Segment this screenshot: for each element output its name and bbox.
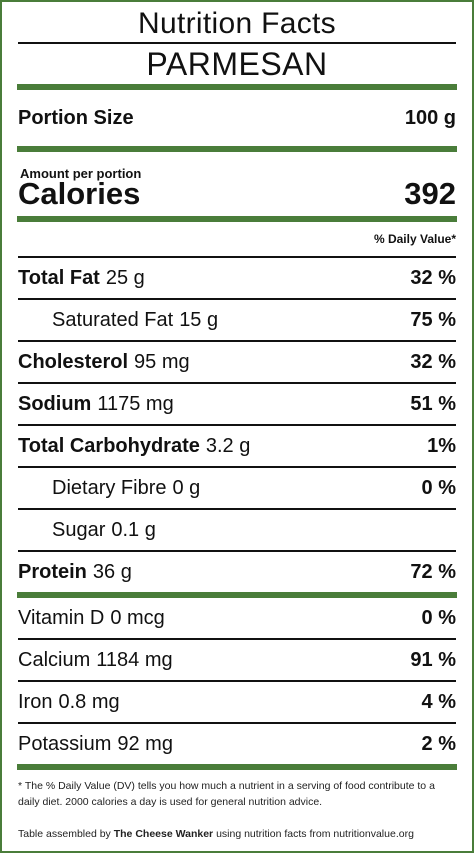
vitamin-dv: 91 %	[410, 648, 456, 671]
divider-thick	[17, 764, 457, 770]
nutrient-row-sodium: Sodium 1175 mg 51 %	[18, 384, 456, 424]
nutrient-row-total-fat: Total Fat 25 g 32 %	[18, 258, 456, 298]
nutrient-name: Protein	[18, 560, 87, 583]
divider	[18, 382, 456, 384]
nutrient-amount: 36 g	[92, 560, 132, 583]
portion-label: Portion Size	[18, 106, 134, 129]
calories-label: Calories	[18, 176, 141, 211]
divider	[18, 508, 456, 510]
daily-value-header: % Daily Value*	[18, 222, 456, 256]
nutrient-name: Dietary Fibre	[52, 476, 167, 499]
nutrient-dv: 72 %	[410, 560, 456, 583]
nutrient-dv: 32 %	[410, 350, 456, 373]
vitamin-name: Calcium	[18, 648, 91, 671]
vitamin-dv: 2 %	[421, 732, 456, 755]
vitamin-row-iron: Iron 0.8 mg 4 %	[18, 682, 456, 722]
credit-prefix: Table assembled by	[18, 828, 111, 840]
nutrient-dv: 32 %	[410, 266, 456, 289]
portion-row: Portion Size 100 g	[18, 90, 456, 146]
divider	[18, 298, 456, 300]
vitamin-name: Iron	[18, 690, 53, 713]
nutrient-dv: 0 %	[421, 476, 456, 499]
nutrient-name: Saturated Fat	[52, 308, 174, 331]
nutrient-row-total-carbohydrate: Total Carbohydrate 3.2 g 1%	[18, 426, 456, 466]
nutrient-amount: 25 g	[105, 266, 145, 289]
nutrient-row-dietary-fibre: Dietary Fibre 0 g 0 %	[18, 468, 456, 508]
divider	[18, 550, 456, 552]
divider	[18, 638, 456, 640]
nutrient-amount: 1175 mg	[97, 392, 174, 415]
divider	[18, 340, 456, 342]
product-name: PARMESAN	[146, 46, 328, 82]
nutrient-amount: 3.2 g	[205, 434, 251, 457]
divider-thick	[17, 592, 457, 598]
vitamin-name: Potassium	[18, 732, 112, 755]
daily-value-header-label: % Daily Value*	[373, 232, 456, 246]
nutrient-row-protein: Protein 36 g 72 %	[18, 552, 456, 592]
vitamin-row-calcium: Calcium 1184 mg 91 %	[18, 640, 456, 680]
nutrient-amount: 0 g	[172, 476, 201, 499]
divider	[18, 42, 456, 44]
daily-value-footnote: * The % Daily Value (DV) tells you how m…	[18, 780, 435, 808]
nutrient-name: Sugar	[52, 518, 106, 541]
vitamin-amount: 0 mcg	[110, 606, 165, 629]
amount-per-portion-label: Amount per portion	[20, 166, 142, 181]
nutrient-dv: 51 %	[410, 392, 456, 415]
divider	[18, 680, 456, 682]
divider	[18, 722, 456, 724]
label-title: Nutrition Facts	[138, 7, 336, 40]
vitamin-name: Vitamin D	[18, 606, 105, 629]
divider-thick	[17, 84, 457, 90]
vitamin-amount: 92 mg	[117, 732, 173, 755]
vitamin-row-potassium: Potassium 92 mg 2 %	[18, 724, 456, 764]
nutrient-row-saturated-fat: Saturated Fat 15 g 75 %	[18, 300, 456, 340]
divider	[18, 424, 456, 426]
credit-author: The Cheese Wanker	[113, 828, 214, 840]
portion-value: 100 g	[404, 106, 456, 129]
calories-block: Amount per portion Calories 392	[18, 152, 456, 216]
nutrient-amount: 15 g	[179, 308, 219, 331]
nutrient-dv: 75 %	[410, 308, 456, 331]
divider-thick	[17, 146, 457, 152]
vitamin-amount: 1184 mg	[96, 648, 173, 671]
divider	[18, 466, 456, 468]
calories-value: 392	[404, 176, 456, 211]
divider	[18, 256, 456, 258]
nutrient-row-sugar: Sugar 0.1 g	[18, 510, 456, 550]
vitamin-amount: 0.8 mg	[58, 690, 120, 713]
divider-thick	[17, 216, 457, 222]
vitamin-dv: 4 %	[421, 690, 456, 713]
nutrient-row-cholesterol: Cholesterol 95 mg 32 %	[18, 342, 456, 382]
nutrient-amount: 95 mg	[134, 350, 190, 373]
credit-suffix: using nutrition facts from nutritionvalu…	[216, 828, 414, 840]
nutrient-name: Total Fat	[18, 266, 100, 289]
nutrient-dv: 1%	[427, 434, 456, 457]
nutrient-amount: 0.1 g	[111, 518, 156, 541]
vitamin-dv: 0 %	[421, 606, 456, 629]
nutrient-name: Sodium	[18, 392, 92, 415]
nutrient-name: Total Carbohydrate	[18, 434, 200, 457]
nutrient-name: Cholesterol	[18, 350, 129, 373]
credit-line: Table assembled by The Cheese Wanker usi…	[18, 828, 456, 840]
